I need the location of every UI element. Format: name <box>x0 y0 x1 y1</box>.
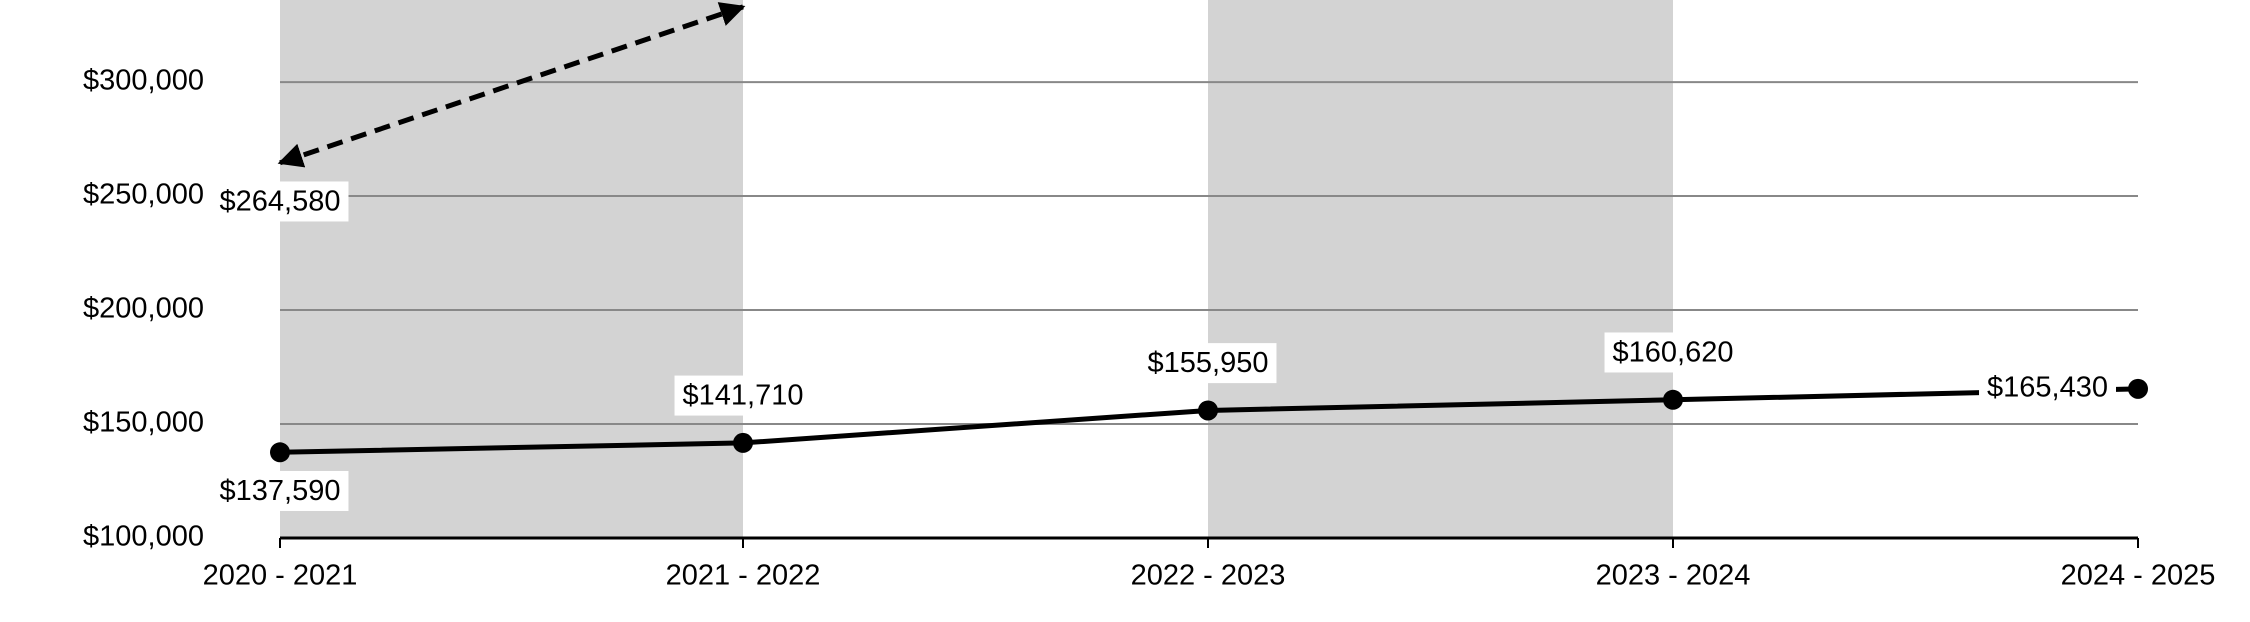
label-bg <box>1979 367 2116 408</box>
x-tick-label: 2024 - 2025 <box>2061 560 2216 592</box>
x-tick-label: 2022 - 2023 <box>1131 560 1286 592</box>
label-bg <box>1139 343 1277 384</box>
point <box>733 432 753 453</box>
label-bg <box>211 181 349 222</box>
data-label: $141,710 <box>683 380 804 412</box>
data-label: $160,620 <box>1613 336 1734 368</box>
label-bg <box>211 470 349 511</box>
y-tick-label: $150,000 <box>83 407 204 439</box>
point <box>1198 400 1218 421</box>
x-tick-label: 2021 - 2022 <box>666 560 821 592</box>
y-tick-label: $200,000 <box>83 293 204 325</box>
y-tick-label: $100,000 <box>83 521 204 553</box>
point <box>1663 389 1683 410</box>
point <box>270 442 290 463</box>
data-label: $137,590 <box>220 475 341 507</box>
data-label: $165,430 <box>1987 371 2108 403</box>
band <box>280 0 743 538</box>
plot-area <box>270 2 2148 463</box>
label-bg <box>674 375 812 416</box>
data-label: $264,580 <box>220 185 341 217</box>
data-label: $155,950 <box>1148 347 1269 379</box>
label-bg <box>1604 332 1742 373</box>
y-tick-label: $250,000 <box>83 179 204 211</box>
series-line <box>277 2 746 168</box>
band <box>1208 0 1673 538</box>
point <box>2128 378 2148 399</box>
x-tick-label: 2020 - 2021 <box>203 560 358 592</box>
y-tick-label: $300,000 <box>83 65 204 97</box>
x-tick-label: 2023 - 2024 <box>1596 560 1751 592</box>
